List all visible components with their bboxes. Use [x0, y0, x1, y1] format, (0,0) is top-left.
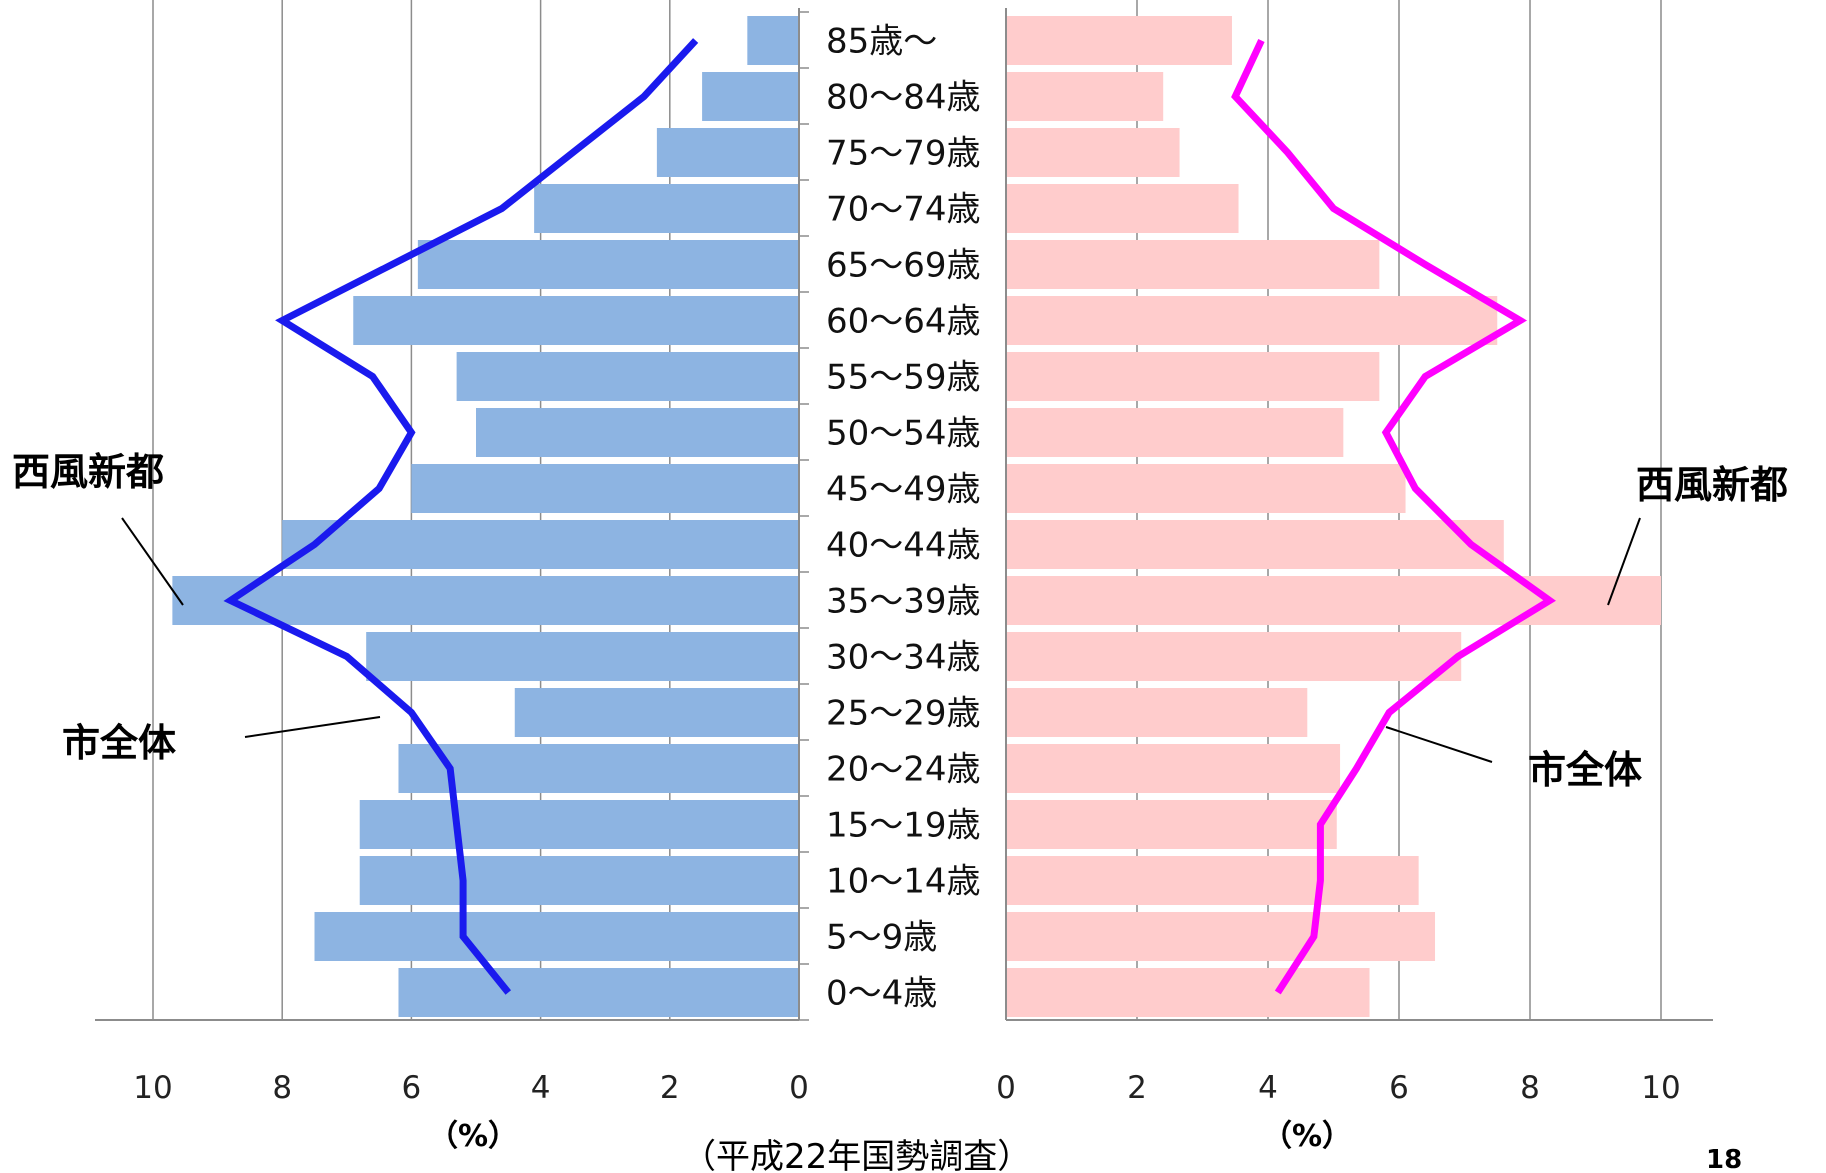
age-label: 25～29歳: [826, 694, 981, 734]
bar-right: [1006, 912, 1436, 961]
unit-left: （%）: [428, 1119, 518, 1154]
annotation-left-city: 市全体: [62, 716, 381, 765]
age-label: 40～44歳: [826, 526, 981, 566]
annotation-left-district-leader: [121, 517, 184, 606]
bar-right: [1006, 352, 1380, 401]
bar-left: [366, 632, 799, 681]
bar-left: [702, 72, 799, 121]
age-label: 75～79歳: [826, 134, 981, 174]
x-tick-label: 8: [272, 1070, 292, 1106]
annotation-left-district-label: 西風新都: [12, 450, 164, 494]
age-label: 65～69歳: [826, 246, 981, 286]
annotation-left-city-leader: [244, 716, 381, 738]
annotation-right-district-label: 西風新都: [1636, 463, 1788, 507]
bar-left: [314, 912, 799, 961]
bar-right: [1006, 576, 1661, 625]
bar-left: [172, 576, 799, 625]
bar-right: [1006, 128, 1180, 177]
bar-right: [1006, 16, 1232, 65]
age-label: 0～4歳: [826, 974, 937, 1014]
right-bars: [1006, 16, 1661, 1017]
bar-right: [1006, 72, 1164, 121]
bar-left: [656, 128, 799, 177]
x-tick-label: 8: [1520, 1070, 1540, 1106]
age-label: 45～49歳: [826, 470, 981, 510]
age-label: 20～24歳: [826, 750, 981, 790]
x-tick-label: 10: [1641, 1070, 1680, 1106]
bar-right: [1006, 464, 1406, 513]
bar-left: [398, 968, 799, 1017]
age-label: 30～34歳: [826, 638, 981, 678]
x-tick-label: 2: [660, 1070, 680, 1106]
bar-right: [1006, 800, 1337, 849]
line-left-city: [223, 38, 699, 995]
bar-left: [456, 352, 799, 401]
unit-right: （%）: [1262, 1119, 1352, 1154]
age-label: 15～19歳: [826, 806, 981, 846]
bar-left: [353, 296, 799, 345]
annotation-right-district: 西風新都: [1607, 463, 1788, 606]
bar-right: [1006, 296, 1498, 345]
tick-labels: 10 8 6 4 2 0 0 2 4 6 8 10: [133, 1070, 1680, 1106]
bar-left: [417, 240, 799, 289]
left-bars: [172, 16, 799, 1017]
annotation-right-city: 市全体: [1385, 726, 1642, 792]
bar-right: [1006, 408, 1344, 457]
bar-left: [359, 800, 799, 849]
age-label: 70～74歳: [826, 190, 981, 230]
annotation-right-city-leader: [1385, 726, 1493, 763]
annotation-left-city-label: 市全体: [62, 721, 176, 765]
annotation-right-city-label: 市全体: [1528, 748, 1642, 792]
bar-right: [1006, 688, 1308, 737]
x-tick-label: 6: [1389, 1070, 1409, 1106]
bar-right: [1006, 856, 1419, 905]
age-label: 50～54歳: [826, 414, 981, 454]
page-number: 18: [1706, 1145, 1742, 1173]
age-label: 60～64歳: [826, 302, 981, 342]
age-label: 85歳～: [826, 22, 937, 62]
bar-left: [534, 184, 799, 233]
bar-right: [1006, 184, 1239, 233]
x-tick-label: 6: [402, 1070, 422, 1106]
age-label: 10～14歳: [826, 862, 981, 902]
axes: [95, 8, 1713, 1021]
bar-left: [359, 856, 799, 905]
annotation-right-district-leader: [1607, 517, 1641, 606]
bar-right: [1006, 240, 1380, 289]
line-right-city: [1231, 39, 1556, 995]
x-tick-label: 2: [1127, 1070, 1147, 1106]
bar-right: [1006, 632, 1462, 681]
bar-left: [747, 16, 799, 65]
x-tick-label: 4: [1258, 1070, 1278, 1106]
source-note: （平成22年国勢調査）: [682, 1137, 1031, 1173]
bar-left: [282, 520, 799, 569]
series-lines: [223, 38, 1556, 995]
age-label: 5～9歳: [826, 918, 937, 958]
bar-left: [411, 464, 799, 513]
annotation-left-district: 西風新都: [12, 450, 184, 606]
bar-left: [514, 688, 799, 737]
age-label: 35～39歳: [826, 582, 981, 622]
bar-right: [1006, 968, 1370, 1017]
bar-left: [398, 744, 799, 793]
x-tick-label: 10: [133, 1070, 172, 1106]
age-label: 80～84歳: [826, 78, 981, 118]
x-tick-label: 4: [531, 1070, 551, 1106]
age-label: 55～59歳: [826, 358, 981, 398]
x-tick-label: 0: [996, 1070, 1016, 1106]
age-labels: 85歳～ 80～84歳 75～79歳 70～74歳 65～69歳 60～64歳 55～59歳…: [826, 22, 981, 1014]
bar-right: [1006, 744, 1341, 793]
bar-left: [476, 408, 799, 457]
bar-right: [1006, 520, 1504, 569]
x-tick-label: 0: [789, 1070, 809, 1106]
